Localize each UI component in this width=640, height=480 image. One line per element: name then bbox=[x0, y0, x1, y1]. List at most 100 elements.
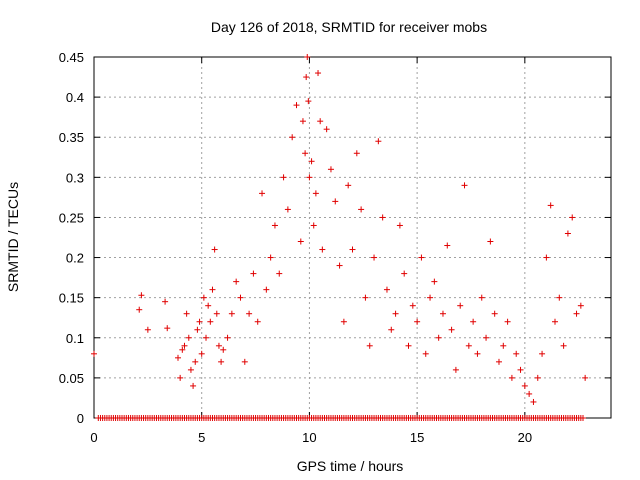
data-point bbox=[388, 326, 395, 333]
data-point bbox=[371, 254, 378, 261]
data-point bbox=[353, 150, 360, 157]
data-point bbox=[500, 342, 507, 349]
data-point bbox=[513, 350, 520, 357]
x-tick-label: 10 bbox=[302, 430, 316, 445]
data-point bbox=[246, 310, 253, 317]
data-point bbox=[254, 318, 261, 325]
data-point bbox=[220, 346, 227, 353]
data-point bbox=[280, 174, 287, 181]
data-point bbox=[362, 294, 369, 301]
data-point bbox=[327, 166, 334, 173]
data-point bbox=[310, 222, 317, 229]
data-point bbox=[345, 182, 352, 189]
chart-title: Day 126 of 2018, SRMTID for receiver mob… bbox=[211, 19, 487, 35]
data-point bbox=[297, 238, 304, 245]
y-tick-label: 0.4 bbox=[66, 90, 84, 105]
data-point bbox=[569, 214, 576, 221]
data-point bbox=[521, 382, 528, 389]
x-tick-label: 15 bbox=[410, 430, 424, 445]
data-point bbox=[317, 118, 324, 125]
data-point bbox=[409, 302, 416, 309]
data-point bbox=[271, 222, 278, 229]
data-point bbox=[551, 318, 558, 325]
data-point bbox=[164, 325, 171, 332]
data-point bbox=[491, 310, 498, 317]
x-axis-label: GPS time / hours bbox=[297, 458, 404, 474]
data-point bbox=[293, 102, 300, 109]
data-point bbox=[194, 326, 201, 333]
data-point bbox=[299, 118, 306, 125]
data-point bbox=[336, 262, 343, 269]
data-point bbox=[439, 310, 446, 317]
data-point bbox=[284, 206, 291, 213]
y-tick-label: 0.3 bbox=[66, 170, 84, 185]
data-point bbox=[582, 374, 589, 381]
y-axis-label: SRMTID / TECUs bbox=[5, 182, 21, 292]
data-point bbox=[306, 174, 313, 181]
y-tick-label: 0.45 bbox=[59, 50, 84, 65]
data-point bbox=[534, 374, 541, 381]
data-point bbox=[136, 306, 143, 313]
y-tick-label: 0.35 bbox=[59, 130, 84, 145]
data-point bbox=[263, 286, 270, 293]
data-point bbox=[452, 366, 459, 373]
data-point bbox=[418, 254, 425, 261]
data-point bbox=[504, 318, 511, 325]
data-point bbox=[401, 270, 408, 277]
data-point bbox=[349, 246, 356, 253]
data-point bbox=[564, 230, 571, 237]
data-point bbox=[196, 318, 203, 325]
y-tick-label: 0.1 bbox=[66, 331, 84, 346]
data-point bbox=[203, 334, 210, 341]
data-point bbox=[224, 334, 231, 341]
data-point bbox=[177, 374, 184, 381]
data-point bbox=[435, 334, 442, 341]
data-point bbox=[560, 342, 567, 349]
data-point bbox=[470, 318, 477, 325]
data-point bbox=[179, 346, 186, 353]
data-point bbox=[312, 190, 319, 197]
data-point bbox=[228, 310, 235, 317]
data-point bbox=[215, 342, 222, 349]
x-tick-label: 0 bbox=[90, 430, 97, 445]
data-point bbox=[211, 246, 218, 253]
data-point bbox=[207, 318, 214, 325]
data-point bbox=[304, 54, 311, 60]
data-point bbox=[305, 98, 312, 105]
data-point bbox=[543, 254, 550, 261]
data-point bbox=[276, 270, 283, 277]
data-point bbox=[530, 398, 537, 405]
data-point bbox=[187, 366, 194, 373]
data-point bbox=[577, 302, 584, 309]
data-point bbox=[556, 294, 563, 301]
data-point bbox=[539, 350, 546, 357]
data-point bbox=[358, 206, 365, 213]
data-point bbox=[181, 342, 188, 349]
data-point bbox=[526, 390, 533, 397]
data-point bbox=[267, 254, 274, 261]
data-point bbox=[241, 358, 248, 365]
data-point bbox=[366, 342, 373, 349]
data-point bbox=[573, 310, 580, 317]
data-point bbox=[474, 350, 481, 357]
data-point bbox=[144, 326, 151, 333]
data-point bbox=[192, 358, 199, 365]
x-tick-label: 5 bbox=[198, 430, 205, 445]
data-point bbox=[200, 294, 207, 301]
data-point bbox=[405, 342, 412, 349]
data-point bbox=[414, 318, 421, 325]
data-point bbox=[375, 138, 382, 145]
x-tick-label: 20 bbox=[518, 430, 532, 445]
data-point bbox=[457, 302, 464, 309]
data-point bbox=[162, 298, 169, 305]
data-point bbox=[308, 158, 315, 165]
y-tick-label: 0.25 bbox=[59, 210, 84, 225]
data-point bbox=[461, 182, 468, 189]
plot-frame bbox=[93, 56, 612, 419]
data-point bbox=[483, 334, 490, 341]
data-point bbox=[448, 326, 455, 333]
data-point bbox=[237, 294, 244, 301]
y-tick-label: 0.2 bbox=[66, 251, 84, 266]
data-point bbox=[91, 350, 97, 357]
data-point bbox=[396, 222, 403, 229]
